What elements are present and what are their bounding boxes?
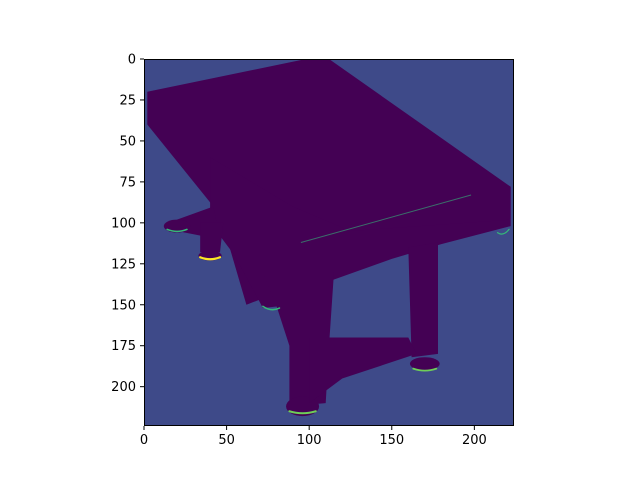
y-tick-label: 175 — [111, 339, 136, 354]
y-axis: 0 25 50 75 100 125 150 175 200 — [111, 53, 144, 395]
highlight-rail — [300, 194, 472, 243]
y-tick-label: 0 — [128, 53, 136, 68]
axes-frame — [144, 59, 514, 426]
highlight-right-foot — [412, 367, 438, 372]
y-tick-label: 25 — [119, 93, 136, 108]
highlight-left-back-foot — [166, 228, 188, 233]
pool-table-silhouette — [147, 59, 511, 417]
leg-right-foot — [409, 357, 440, 371]
x-tick-label: 0 — [140, 433, 148, 448]
leg-right — [408, 242, 438, 358]
x-tick-label: 50 — [218, 433, 235, 448]
leg-back-left-foot — [163, 219, 191, 233]
y-tick-label: 100 — [111, 216, 136, 231]
x-tick-label: 150 — [379, 433, 404, 448]
x-tick-label: 100 — [297, 433, 322, 448]
highlight-front-left-foot — [199, 256, 222, 261]
y-tick-label: 125 — [111, 257, 136, 272]
y-tick-label: 50 — [119, 134, 136, 149]
y-tick-label: 150 — [111, 298, 136, 313]
leg-front-left — [200, 222, 224, 253]
x-axis: 0 50 100 150 200 — [140, 426, 487, 448]
plot-area — [144, 59, 514, 426]
x-tick-label: 200 — [462, 433, 487, 448]
table-body — [210, 157, 511, 308]
edge-highlights — [166, 194, 510, 415]
y-tick-label: 75 — [119, 175, 136, 190]
highlight-right-edge — [496, 228, 510, 235]
table-skirt — [309, 337, 417, 404]
highlight-mid-leg — [262, 305, 281, 311]
highlight-center-foot — [288, 410, 317, 415]
y-tick-label: 200 — [111, 380, 136, 395]
